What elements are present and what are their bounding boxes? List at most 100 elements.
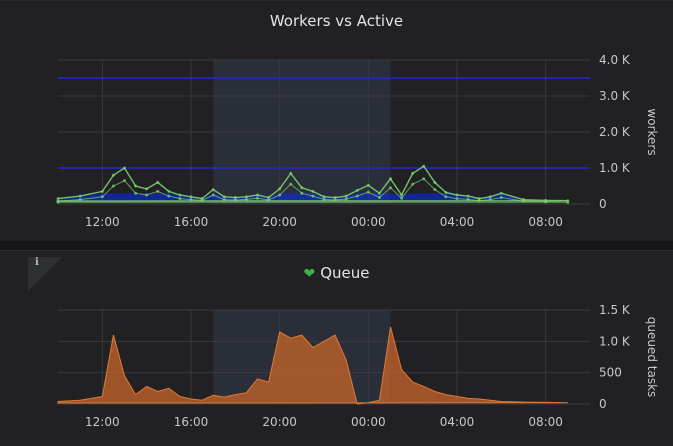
data-point (178, 193, 182, 197)
data-point (311, 194, 315, 198)
data-point (333, 196, 337, 200)
data-point (444, 195, 448, 199)
data-point (411, 171, 415, 175)
data-point (433, 180, 437, 184)
data-point (422, 164, 426, 168)
y-tick-label: 3.0 K (599, 89, 631, 103)
panel-title[interactable]: Workers vs Active (269, 12, 404, 30)
data-point (123, 179, 126, 183)
data-point (300, 186, 304, 190)
data-point (566, 200, 570, 204)
data-point (389, 186, 392, 190)
data-point (167, 194, 171, 198)
data-point (123, 166, 126, 170)
heart-icon: ❤ (303, 266, 316, 282)
data-point (256, 196, 259, 200)
data-point (377, 191, 381, 195)
data-point (145, 193, 149, 197)
data-point (366, 190, 370, 194)
data-point (499, 196, 503, 200)
y-tick-label: 1.0 K (599, 161, 631, 175)
x-tick-label: 20:00 (262, 215, 297, 229)
data-point (544, 200, 548, 204)
data-point (522, 199, 525, 203)
data-point (377, 196, 381, 200)
data-point (100, 189, 104, 193)
x-tick-label: 20:00 (262, 415, 297, 429)
data-point (400, 193, 404, 197)
data-point (56, 197, 60, 201)
data-point (134, 184, 138, 188)
x-tick-label: 04:00 (440, 215, 475, 229)
data-point (355, 188, 359, 192)
data-point (111, 184, 115, 188)
data-point (389, 177, 392, 181)
info-corner[interactable] (28, 257, 62, 291)
workers-panel[interactable]: Workers vs Active 4.0 K 3.0 K 2.0 K 1.0 K 0 1… (0, 0, 673, 241)
data-point (222, 198, 226, 202)
data-point (311, 189, 315, 193)
data-point (466, 197, 470, 201)
data-point (244, 195, 248, 199)
data-point (455, 197, 459, 201)
x-tick-label: 16:00 (174, 415, 209, 429)
x-tick-label: 12:00 (85, 415, 120, 429)
x-tick-label: 00:00 (351, 215, 386, 229)
data-point (244, 197, 248, 201)
data-point (222, 195, 226, 199)
y-tick-label: 0 (599, 197, 607, 211)
data-point (344, 194, 348, 198)
panel-title-queue[interactable]: ❤ Queue (0, 264, 673, 282)
data-point (145, 187, 149, 191)
x-tick-label: 16:00 (174, 215, 209, 229)
x-tick-label: 08:00 (528, 215, 563, 229)
data-point (56, 200, 60, 204)
data-point (189, 198, 193, 202)
x-tick-label: 04:00 (440, 415, 475, 429)
data-point (333, 198, 337, 202)
queue-chart[interactable]: 1.5 K 1.0 K 500 0 12:00 16:00 20:00 00:00 04:00 0… (0, 251, 673, 446)
info-icon[interactable]: i (35, 257, 39, 268)
y-tick-label: 1.0 K (599, 334, 631, 348)
data-point (477, 197, 481, 201)
workers-area (58, 193, 568, 204)
data-point (466, 194, 470, 198)
y-tick-label: 4.0 K (599, 53, 631, 67)
data-point (189, 195, 193, 199)
data-point (278, 187, 282, 191)
data-point (355, 194, 359, 198)
data-point (233, 196, 237, 200)
data-point (366, 183, 370, 187)
data-point (278, 193, 282, 197)
data-point (322, 197, 326, 201)
data-point (400, 196, 404, 200)
x-tick-label: 12:00 (85, 215, 120, 229)
queue-title: Queue (320, 264, 370, 282)
queue-panel[interactable]: i ❤ Queue 1.5 K 1.0 K 500 0 12:00 16:00 20:00 00… (0, 250, 673, 446)
data-point (422, 177, 426, 181)
data-point (156, 189, 160, 193)
data-point (300, 191, 304, 195)
data-point (289, 182, 293, 186)
data-point (267, 196, 271, 200)
data-point (499, 191, 503, 195)
data-point (200, 198, 204, 202)
data-point (256, 193, 259, 197)
data-point (167, 189, 171, 193)
x-tick-label: 08:00 (528, 415, 563, 429)
data-point (289, 171, 293, 175)
data-point (433, 188, 437, 192)
data-point (477, 199, 481, 203)
y-axis-label: queued tasks (645, 317, 659, 398)
data-point (178, 197, 182, 201)
data-point (100, 195, 104, 199)
data-point (322, 195, 326, 199)
queue-area (57, 326, 568, 405)
data-point (211, 193, 215, 197)
data-point (488, 198, 492, 202)
y-tick-label: 1.5 K (599, 303, 631, 317)
data-point (444, 190, 448, 194)
data-point (78, 198, 82, 202)
workers-chart[interactable]: 4.0 K 3.0 K 2.0 K 1.0 K 0 12:00 16:00 20:00 00:0… (0, 1, 673, 241)
data-point (156, 180, 160, 184)
